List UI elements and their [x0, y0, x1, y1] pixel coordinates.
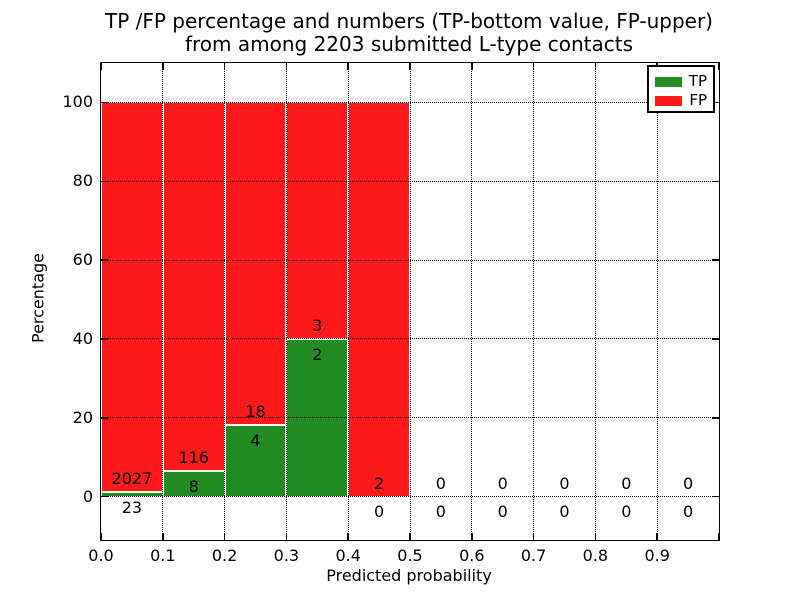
- chart-title: TP /FP percentage and numbers (TP-bottom…: [100, 10, 718, 56]
- fp-count-label: 0: [683, 473, 694, 493]
- x-tick-mark-top: [471, 63, 473, 70]
- y-tick-mark-right: [712, 417, 719, 419]
- y-tick-label: 80: [72, 171, 93, 191]
- v-gridline: [471, 63, 473, 540]
- fp-bar: [348, 102, 410, 497]
- x-tick-mark-top: [162, 63, 164, 70]
- v-gridline: [409, 63, 411, 540]
- x-tick-label: 0.0: [88, 546, 114, 565]
- tp-count-label: 0: [497, 502, 508, 522]
- y-tick-mark-right: [712, 495, 719, 498]
- x-tick-mark: [471, 533, 473, 540]
- fp-count-label: 0: [559, 473, 570, 493]
- y-tick-mark: [101, 101, 108, 104]
- v-gridline: [533, 63, 535, 540]
- legend-item-tp: TP: [655, 72, 707, 91]
- y-tick-mark-right: [712, 101, 719, 104]
- x-tick-mark-top: [347, 63, 349, 70]
- y-tick-mark: [101, 180, 108, 182]
- x-tick-label: 0.3: [273, 546, 300, 565]
- legend-label-tp: TP: [688, 72, 707, 90]
- y-tick-mark: [101, 338, 108, 340]
- fp-count-label: 0: [621, 473, 632, 493]
- x-tick-label: 0.1: [150, 546, 176, 565]
- fp-count-label: 116: [178, 448, 209, 468]
- x-tick-mark-top: [409, 63, 411, 70]
- y-tick-label: 100: [62, 92, 93, 112]
- x-tick-label: 0.7: [520, 546, 547, 565]
- x-tick-mark-top: [718, 63, 720, 70]
- legend-label-fp: FP: [689, 91, 707, 109]
- tp-count-label: 0: [621, 502, 632, 522]
- tp-count-label: 0: [683, 502, 694, 522]
- y-tick-label: 40: [72, 328, 93, 348]
- tp-count-label: 0: [435, 502, 446, 522]
- x-tick-mark-top: [285, 63, 288, 70]
- x-tick-mark: [100, 533, 102, 540]
- fp-bar: [101, 102, 163, 493]
- v-gridline: [347, 63, 349, 540]
- x-tick-mark-top: [532, 63, 535, 70]
- tp-count-label: 4: [250, 430, 261, 450]
- fp-count-label: 0: [497, 473, 508, 493]
- x-tick-mark-top: [100, 63, 102, 70]
- fp-bar: [162, 102, 225, 472]
- x-tick-mark: [409, 533, 411, 540]
- x-tick-label: 0.8: [582, 546, 609, 565]
- x-tick-label: 0.4: [335, 546, 361, 565]
- chart-title-line1: TP /FP percentage and numbers (TP-bottom…: [105, 9, 713, 33]
- y-tick-mark-right: [712, 338, 719, 340]
- y-tick-mark: [101, 417, 108, 419]
- x-tick-label: 0.5: [397, 546, 423, 565]
- fp-bar: [286, 102, 349, 339]
- y-tick-mark-right: [712, 180, 719, 182]
- v-gridline: [285, 63, 287, 540]
- y-tick-label: 20: [72, 407, 93, 427]
- x-tick-mark: [223, 533, 226, 540]
- v-gridline: [594, 63, 596, 540]
- fp-count-label: 18: [245, 401, 266, 421]
- fp-count-label: 0: [435, 473, 446, 493]
- x-tick-mark: [532, 533, 535, 540]
- legend: TP FP: [647, 65, 715, 113]
- x-tick-mark: [594, 533, 597, 540]
- legend-swatch-fp-icon: [655, 95, 682, 106]
- x-tick-mark: [347, 533, 349, 540]
- y-tick-label: 0: [82, 486, 93, 506]
- y-tick-mark: [101, 495, 108, 498]
- y-tick-label: 60: [72, 250, 93, 270]
- x-tick-mark: [162, 533, 164, 540]
- v-gridline: [656, 63, 658, 540]
- x-tick-label: 0.9: [644, 546, 670, 565]
- fp-count-label: 2: [374, 473, 385, 493]
- plot-area: 0.0 0.1 0.2 0.3 0.4 0.5 0.6 0.7 0.8 0.9 0 20 40 60 80 1…: [62, 62, 720, 565]
- v-gridline: [224, 63, 226, 540]
- tp-count-label: 2: [312, 344, 323, 364]
- x-tick-label: 0.2: [211, 546, 238, 565]
- x-tick-mark: [656, 533, 658, 540]
- x-tick-mark-top: [223, 63, 226, 70]
- x-tick-mark: [285, 533, 288, 540]
- x-tick-mark: [718, 533, 720, 540]
- tp-count-label: 0: [559, 502, 570, 522]
- tp-count-label: 23: [121, 497, 143, 517]
- fp-count-label: 3: [312, 315, 323, 335]
- x-tick-mark-top: [594, 63, 597, 70]
- tp-count-label: 0: [374, 502, 385, 522]
- legend-item-fp: FP: [655, 91, 707, 110]
- y-tick-mark: [101, 259, 108, 261]
- chart-title-line2: from among 2203 submitted L-type contact…: [184, 32, 634, 56]
- legend-swatch-tp-icon: [655, 76, 682, 87]
- v-gridline: [162, 63, 164, 540]
- x-tick-label: 0.6: [459, 546, 485, 565]
- tp-count-label: 8: [188, 476, 199, 496]
- x-axis-label: Predicted probability: [326, 566, 492, 585]
- y-tick-mark-right: [712, 259, 719, 261]
- fp-count-label: 2027: [111, 469, 153, 489]
- fp-bar: [224, 102, 287, 425]
